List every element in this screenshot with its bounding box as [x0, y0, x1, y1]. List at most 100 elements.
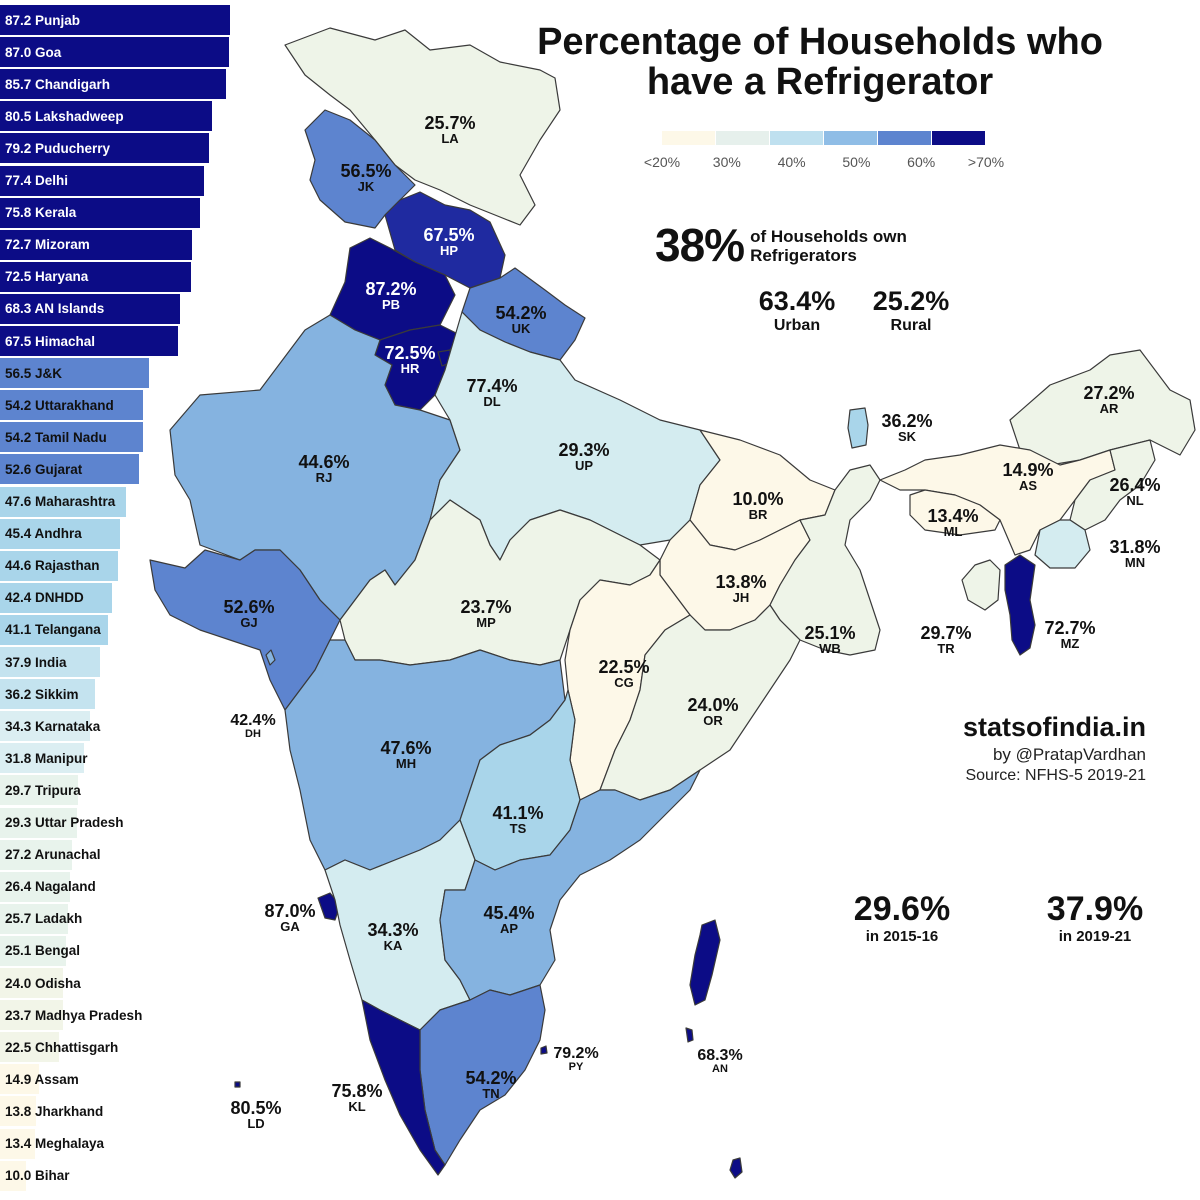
label-GA: 87.0% GA — [264, 901, 316, 935]
legend-tick: 50% — [842, 154, 871, 170]
ranking-bar: 80.5 Lakshadweep — [0, 101, 213, 132]
legend-swatch — [662, 131, 716, 145]
region-PY — [540, 1045, 548, 1055]
label-TR: 29.7% TR — [920, 623, 972, 657]
credits: statsofindia.in by @PratapVardhan Source… — [963, 712, 1146, 785]
region-AN-south — [729, 1157, 743, 1179]
label-SK: 36.2% SK — [881, 411, 933, 445]
ranking-bar-list: 87.2 Punjab 87.0 Goa 85.7 Chandigarh 80.5 L… — [0, 0, 240, 1200]
legend-swatch — [716, 131, 770, 145]
ranking-bar: 29.7 Tripura — [0, 775, 81, 806]
region-LA — [284, 27, 561, 226]
ranking-bar: 25.7 Ladakh — [0, 903, 82, 934]
legend-swatch — [878, 131, 932, 145]
label-WB: 25.1% WB — [804, 623, 856, 657]
rural-stat: 25.2% Rural — [873, 288, 950, 335]
label-BR: 10.0% BR — [732, 489, 784, 523]
label-ML: 13.4% ML — [927, 506, 979, 540]
region-MN — [1034, 519, 1091, 569]
ranking-bar: 34.3 Karnataka — [0, 711, 100, 742]
site-name: statsofindia.in — [962, 712, 1146, 742]
label-CG: 22.5% CG — [598, 657, 650, 691]
legend-swatch — [824, 131, 878, 145]
trend-2019-stat: 37.9% in 2019-21 — [1047, 892, 1143, 945]
trend-2015-value: 29.6% — [853, 890, 951, 928]
region-SK — [847, 407, 869, 449]
label-KL: 75.8% KL — [331, 1081, 383, 1115]
label-MZ: 72.7% MZ — [1044, 618, 1096, 652]
ranking-bar: 47.6 Maharashtra — [0, 486, 126, 517]
label-DH: 42.4% DH — [230, 712, 276, 741]
national-caption-line-1: of Households own — [750, 226, 907, 246]
legend-tick: 30% — [712, 154, 741, 170]
urban-label: Urban — [773, 317, 821, 334]
label-JH: 13.8% JH — [715, 572, 767, 606]
legend-tick: <20% — [643, 154, 681, 170]
label-AN: 68.3% AN — [697, 1047, 743, 1076]
region-DH — [265, 649, 276, 666]
national-caption: of Households own Refrigerators — [750, 227, 907, 265]
ranking-bar: 45.4 Andhra — [0, 518, 120, 549]
label-HP: 67.5% HP — [423, 225, 475, 259]
national-caption-line-2: Refrigerators — [750, 246, 857, 265]
label-NL: 26.4% NL — [1109, 475, 1161, 509]
label-OR: 24.0% OR — [687, 695, 739, 729]
region-MZ — [1004, 554, 1036, 656]
label-AS: 14.9% AS — [1002, 460, 1054, 494]
ranking-bar: 31.8 Manipur — [0, 743, 88, 774]
label-UK: 54.2% UK — [495, 303, 547, 337]
ranking-bar: 72.5 Haryana — [0, 261, 192, 292]
label-MH: 47.6% MH — [380, 738, 432, 772]
ranking-bar: 44.6 Rajasthan — [0, 550, 118, 581]
label-AP: 45.4% AP — [483, 903, 535, 937]
label-JK: 56.5% JK — [340, 161, 392, 195]
label-PY: 79.2% PY — [553, 1045, 599, 1074]
trend-2019-value: 37.9% — [1046, 890, 1144, 928]
region-TR — [961, 559, 1001, 611]
legend-tick: 40% — [777, 154, 806, 170]
label-MN: 31.8% MN — [1109, 537, 1161, 571]
title-line-1: Percentage of Households who — [537, 21, 1103, 63]
color-legend: <20% 30% 40% 50% 60% >70% — [644, 131, 1004, 174]
ranking-bar: 54.2 Tamil Nadu — [0, 422, 143, 453]
ranking-bar: 52.6 Gujarat — [0, 454, 139, 485]
ranking-bar: 75.8 Kerala — [0, 197, 200, 228]
region-KL — [361, 999, 446, 1176]
national-headline: 38% of Households own Refrigerators — [655, 218, 907, 272]
ranking-bar: 79.2 Puducherry — [0, 133, 209, 164]
label-MP: 23.7% MP — [460, 597, 512, 631]
label-AR: 27.2% AR — [1083, 383, 1135, 417]
label-RJ: 44.6% RJ — [298, 452, 350, 486]
legend-ticks: <20% 30% 40% 50% 60% >70% — [644, 154, 1004, 174]
ranking-bar: 67.5 Himachal — [0, 326, 179, 356]
ranking-bar: 25.1 Bengal — [0, 935, 80, 966]
urban-value: 63.4% — [758, 286, 836, 316]
ranking-bar: 37.9 India — [0, 647, 100, 677]
source-note: Source: NFHS-5 2019-21 — [965, 767, 1146, 784]
ranking-bar: 87.0 Goa — [0, 37, 230, 68]
chart-title: Percentage of Households who have a Refr… — [520, 22, 1120, 103]
ranking-bar: 42.4 DNHDD — [0, 582, 112, 613]
label-DL: 77.4% DL — [466, 376, 518, 410]
trend-2015-label: in 2015-16 — [865, 928, 939, 945]
region-LD — [234, 1081, 241, 1088]
ranking-bar: 56.5 J&K — [0, 358, 150, 389]
ranking-bar: 24.0 Odisha — [0, 968, 81, 998]
title-line-2: have a Refrigerator — [646, 61, 994, 104]
label-LD: 80.5% LD — [230, 1098, 282, 1132]
region-AR — [1009, 349, 1196, 466]
label-HR: 72.5% HR — [384, 343, 436, 377]
label-UP: 29.3% UP — [558, 440, 610, 474]
legend-swatch — [770, 131, 824, 145]
national-value: 38% — [655, 219, 745, 271]
urban-stat: 63.4% Urban — [759, 288, 836, 335]
legend-scale — [662, 131, 986, 145]
legend-swatch — [932, 131, 986, 145]
region-ML — [909, 489, 1001, 536]
region-AP — [439, 769, 701, 1001]
ranking-bar: 85.7 Chandigarh — [0, 69, 227, 100]
label-LA: 25.7% LA — [424, 113, 476, 147]
ranking-bar: 36.2 Sikkim — [0, 679, 96, 710]
region-WB — [769, 464, 881, 656]
label-PB: 87.2% PB — [365, 279, 417, 313]
